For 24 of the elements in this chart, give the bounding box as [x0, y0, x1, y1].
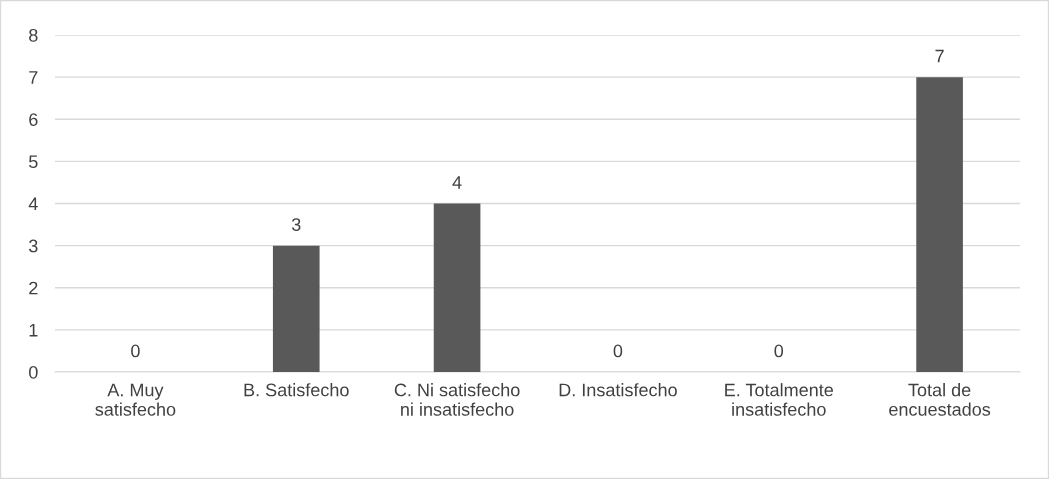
bar — [916, 77, 963, 372]
x-tick-label: C. Ni satisfecho ni insatisfecho — [394, 383, 520, 416]
y-tick-label: 1 — [29, 324, 38, 337]
x-tick-label: E. Totalmente insatisfecho — [725, 383, 833, 416]
data-label: 7 — [935, 49, 944, 63]
x-tick-label: D. Insatisfecho — [559, 383, 677, 397]
data-label: 3 — [291, 218, 301, 231]
y-tick-label: 2 — [29, 281, 38, 295]
y-tick-label: 4 — [28, 197, 38, 211]
bar — [272, 245, 320, 372]
data-label: 0 — [613, 344, 623, 358]
data-label: 0 — [774, 344, 784, 358]
data-label: 0 — [131, 344, 140, 358]
bar — [433, 203, 481, 372]
x-tick-label: A. Muy satisfecho — [95, 383, 176, 416]
y-tick-label: 3 — [28, 239, 38, 253]
y-tick-label: 0 — [29, 365, 38, 379]
y-tick-label: 8 — [29, 28, 38, 42]
x-tick-label: Total de encuestados — [889, 383, 991, 416]
y-tick-label: 7 — [29, 71, 38, 84]
data-label: 4 — [452, 176, 462, 189]
y-tick-label: 6 — [29, 113, 38, 126]
x-tick-label: B. Satisfecho — [244, 383, 349, 397]
y-tick-label: 5 — [29, 155, 38, 169]
